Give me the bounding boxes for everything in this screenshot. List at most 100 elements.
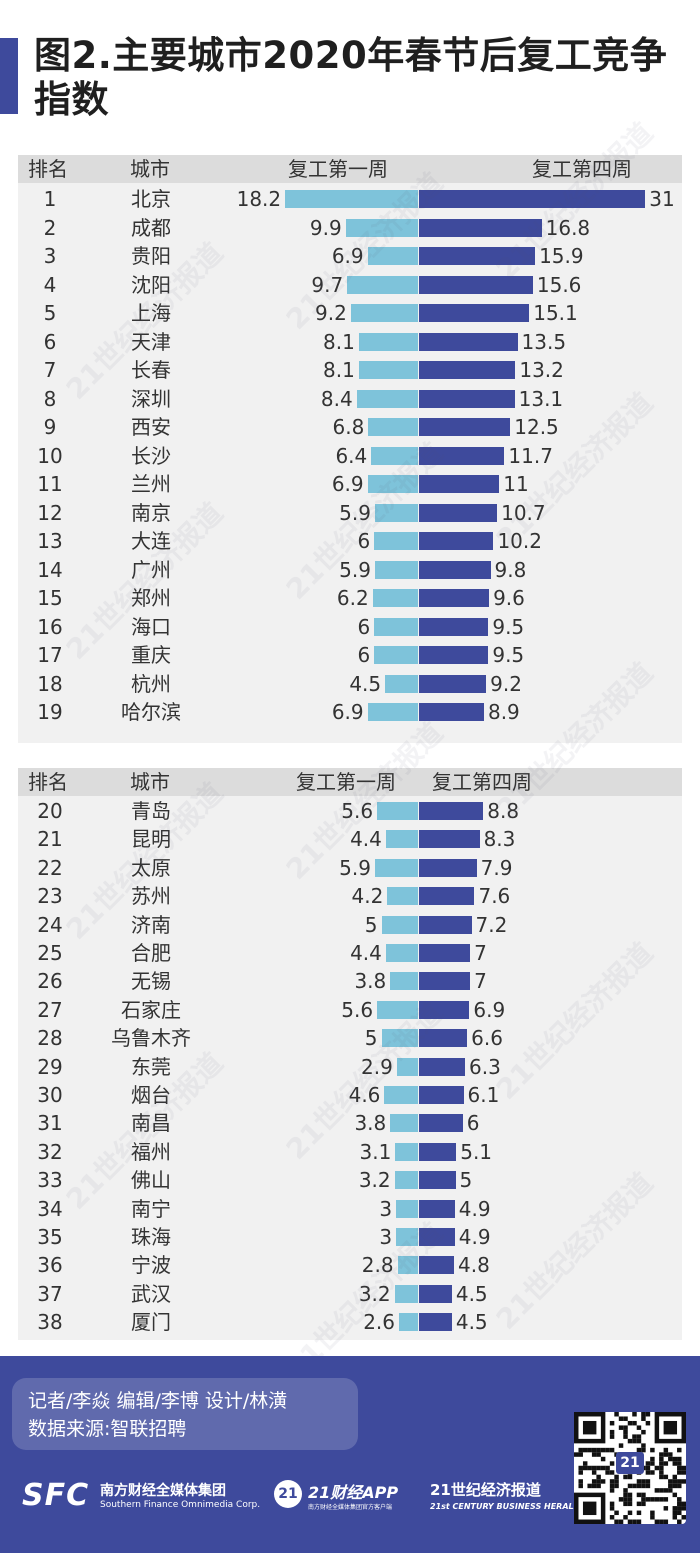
city-label: 太原 xyxy=(131,855,171,880)
value-label-week1: 3.2 xyxy=(358,1168,391,1193)
bar-week1 xyxy=(385,944,418,962)
city-label: 厦门 xyxy=(131,1310,171,1335)
bar-week1 xyxy=(358,361,418,379)
value-label-week1: 4.6 xyxy=(348,1083,381,1107)
table-row: 34 南宁 3 4.9 xyxy=(18,1195,682,1224)
credits-box: 记者/李焱 编辑/李博 设计/林潢 数据来源:智联招聘 xyxy=(12,1378,358,1450)
bar-week4 xyxy=(419,361,516,379)
bar-week4 xyxy=(419,1284,452,1303)
table-row: 17 重庆 6 9.5 xyxy=(18,641,682,670)
herald-name-cn: 21世纪经济报道 xyxy=(430,1481,541,1499)
value-label-week4: 9.6 xyxy=(493,586,525,610)
value-label-week1: 9.7 xyxy=(311,272,344,297)
value-label-week1: 9.9 xyxy=(309,215,342,240)
city-label: 沈阳 xyxy=(131,272,171,297)
bar-week4 xyxy=(419,858,477,877)
bar-week1 xyxy=(396,1228,418,1246)
table-row: 19 哈尔滨 6.9 8.9 xyxy=(18,698,682,727)
rank-label: 4 xyxy=(43,272,57,297)
bar-week1 xyxy=(374,617,418,636)
bar-week4 xyxy=(419,972,471,991)
bar-week4 xyxy=(419,830,480,849)
app-name: 21财经APP xyxy=(308,1483,399,1502)
value-label-week4: 7.6 xyxy=(478,884,511,909)
rank-label: 35 xyxy=(37,1225,63,1249)
city-label: 广州 xyxy=(131,557,171,582)
bar-week1 xyxy=(356,389,418,408)
value-label-week4: 6.9 xyxy=(473,997,506,1022)
value-label-week1: 5.6 xyxy=(341,799,374,823)
bar-week1 xyxy=(350,304,418,322)
value-label-week1: 5 xyxy=(364,1026,378,1051)
value-label-week1: 2.6 xyxy=(363,1310,396,1335)
value-label-week4: 12.5 xyxy=(514,415,559,439)
table-row: 7 长春 8.1 13.2 xyxy=(18,356,682,385)
credits-staff: 记者/李焱 编辑/李博 设计/林潢 xyxy=(28,1390,288,1412)
table-row: 21 昆明 4.4 8.3 xyxy=(18,825,682,854)
bar-week4 xyxy=(419,1029,468,1048)
value-label-week4: 31 xyxy=(649,187,675,211)
header-week4: 复工第四周 xyxy=(532,157,632,181)
bar-week1 xyxy=(381,915,418,934)
value-label-week4: 9.2 xyxy=(490,671,522,696)
chart-title: 图2.主要城市2020年春节后复工竞争指数 xyxy=(34,34,668,121)
value-label-week1: 6.9 xyxy=(331,244,364,268)
bar-week1 xyxy=(387,887,418,906)
value-label-week4: 5 xyxy=(459,1168,473,1193)
bar-week1 xyxy=(390,1114,418,1133)
value-label-week4: 8.9 xyxy=(487,700,520,724)
table-row: 5 上海 9.2 15.1 xyxy=(18,299,682,328)
value-label-week4: 11.7 xyxy=(508,443,553,468)
rank-label: 30 xyxy=(37,1083,63,1107)
rank-label: 20 xyxy=(37,799,63,823)
bar-week4 xyxy=(419,617,489,636)
rank-label: 22 xyxy=(37,855,63,880)
city-label: 上海 xyxy=(131,301,171,325)
table-row: 20 青岛 5.6 8.8 xyxy=(18,797,682,826)
city-label: 珠海 xyxy=(131,1225,171,1249)
value-label-week1: 2.8 xyxy=(361,1253,394,1278)
bar-week4 xyxy=(419,887,475,906)
bar-week4 xyxy=(419,304,530,322)
rank-label: 19 xyxy=(37,700,63,724)
rank-label: 38 xyxy=(37,1310,63,1335)
value-label-week4: 6.6 xyxy=(471,1026,503,1051)
credits-source: 数据来源:智联招聘 xyxy=(28,1418,187,1440)
table-row: 11 兰州 6.9 11 xyxy=(18,470,682,499)
bar-week4 xyxy=(419,1000,470,1019)
value-label-week1: 2.9 xyxy=(361,1054,393,1079)
city-label: 哈尔滨 xyxy=(121,700,181,724)
header-row: 排名 城市 复工第一周 复工第四周 xyxy=(18,155,682,183)
value-label-week1: 3.1 xyxy=(359,1139,392,1164)
sfc-logo-icon: SFC xyxy=(22,1478,90,1513)
city-label: 长春 xyxy=(131,358,171,382)
bar-week4 xyxy=(419,332,518,351)
bar-week4 xyxy=(419,1171,456,1190)
value-label-week1: 3.8 xyxy=(354,1111,387,1136)
app-logo-icon: 21 xyxy=(274,1480,302,1508)
city-label: 济南 xyxy=(131,912,171,937)
bar-week4 xyxy=(419,589,490,607)
rank-label: 33 xyxy=(37,1168,63,1193)
rank-label: 18 xyxy=(37,671,63,696)
rank-label: 5 xyxy=(43,301,57,325)
value-label-week4: 15.9 xyxy=(539,244,584,268)
value-label-week4: 7.9 xyxy=(480,855,513,880)
value-label-week1: 6.9 xyxy=(331,700,364,724)
city-label: 北京 xyxy=(131,187,171,211)
rank-label: 23 xyxy=(37,884,63,909)
city-label: 乌鲁木齐 xyxy=(111,1026,191,1051)
bar-week1 xyxy=(395,1142,418,1161)
bar-week1 xyxy=(399,1313,418,1332)
table-row: 23 苏州 4.2 7.6 xyxy=(18,882,682,911)
city-label: 南宁 xyxy=(131,1196,171,1221)
bar-week1 xyxy=(381,1029,418,1048)
bar-week1 xyxy=(367,703,418,721)
bar-week1 xyxy=(367,247,418,265)
city-label: 杭州 xyxy=(131,671,171,696)
table-row: 8 深圳 8.4 13.1 xyxy=(18,385,682,414)
bar-week1 xyxy=(396,1199,418,1218)
city-label: 石家庄 xyxy=(121,997,181,1022)
city-label: 郑州 xyxy=(131,586,171,610)
table-row: 24 济南 5 7.2 xyxy=(18,911,682,940)
